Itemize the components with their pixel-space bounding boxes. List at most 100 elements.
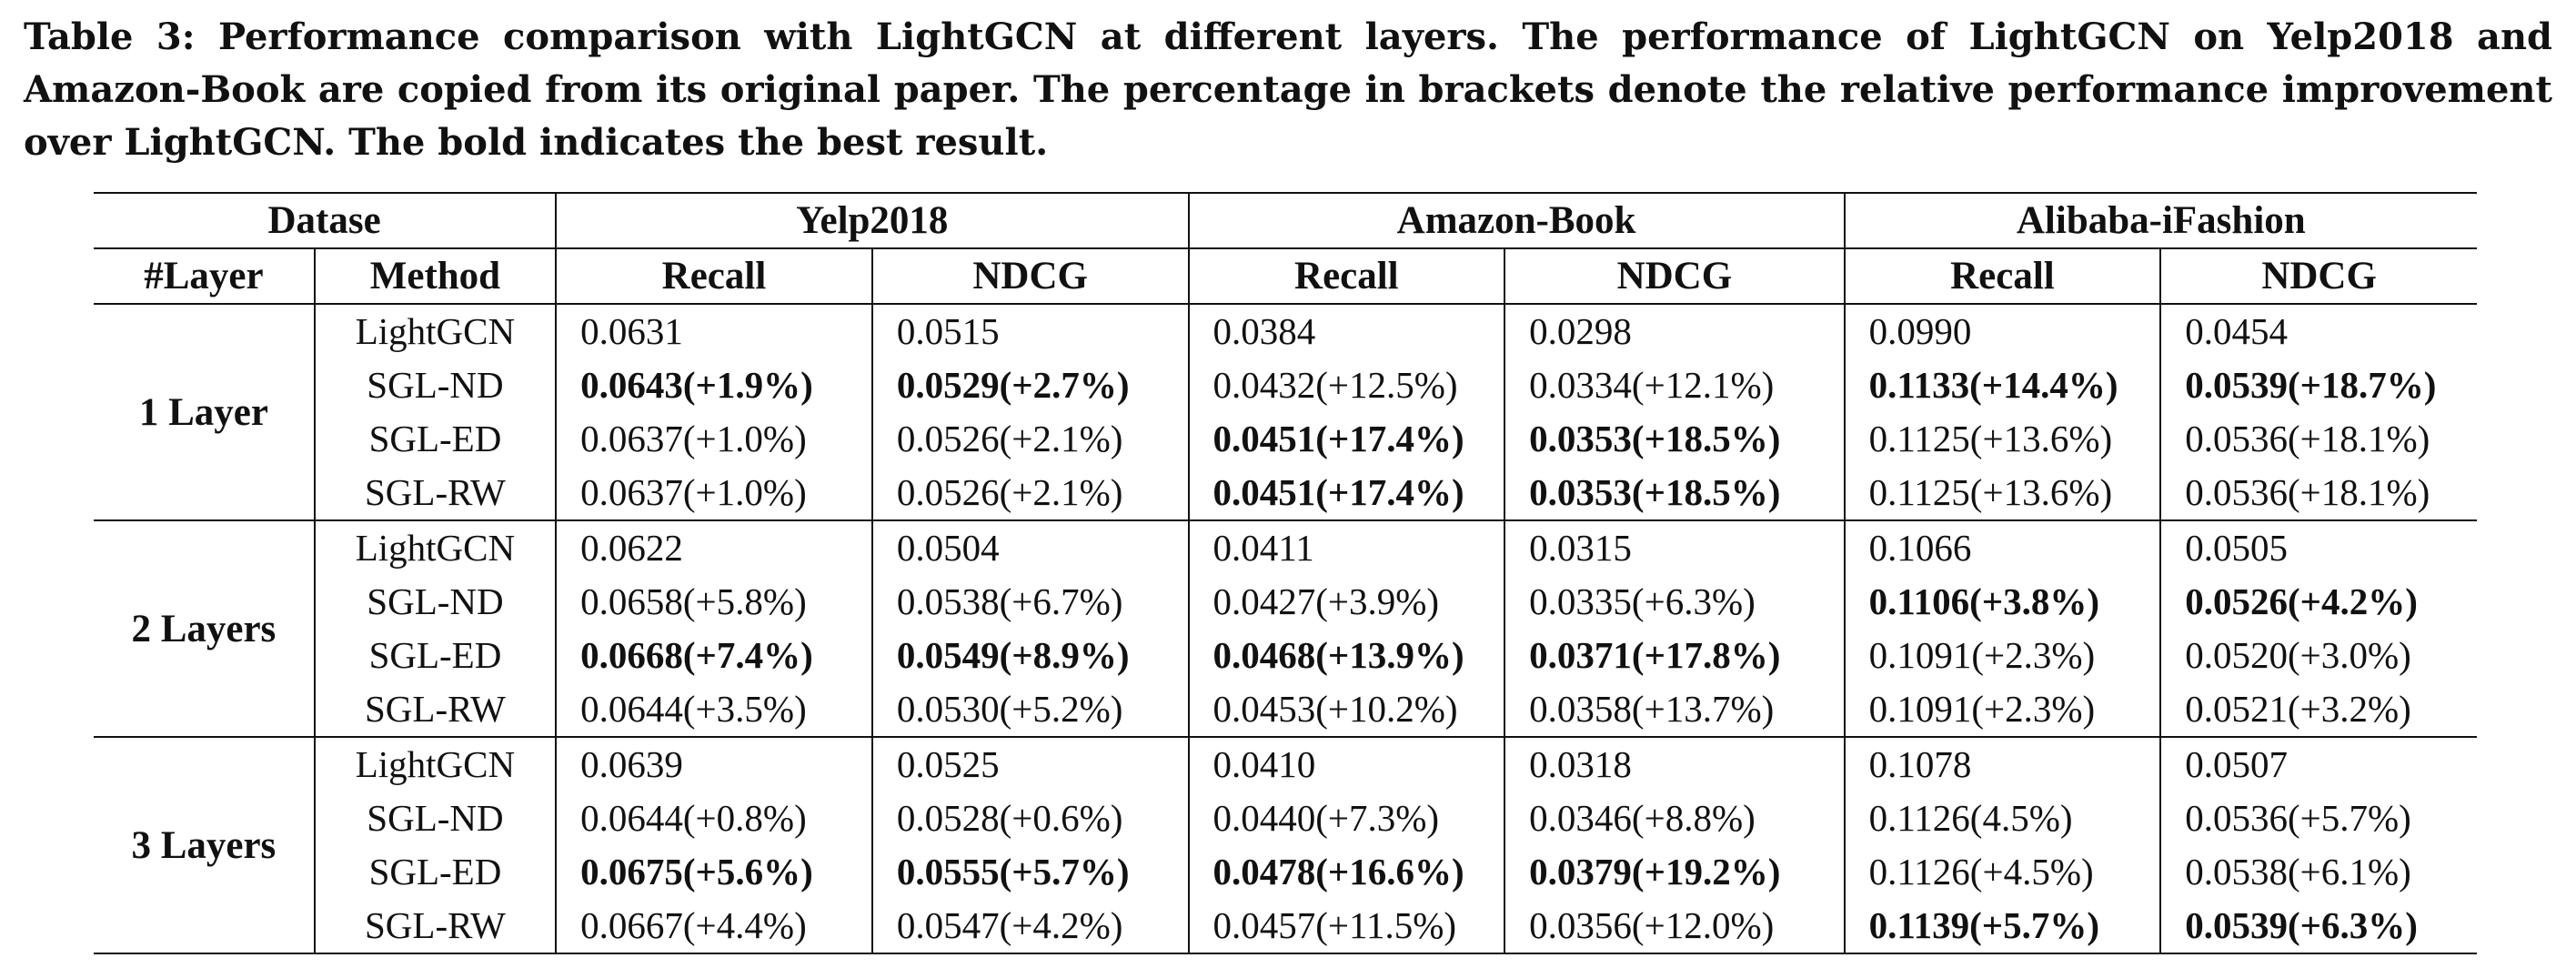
dataset-header-row: Datase Yelp2018 Amazon-Book Alibaba-iFas… xyxy=(94,192,2477,249)
value-cell: 0.0667(+4.4%) xyxy=(556,899,873,954)
value-cell: 0.0658(+5.8%) xyxy=(556,575,873,629)
value-cell: 0.1066 xyxy=(1844,520,2162,575)
value-cell: 0.0356(+12.0%) xyxy=(1504,899,1846,954)
metric-header: Recall xyxy=(1844,248,2162,305)
value-cell: 0.0639 xyxy=(556,737,873,792)
table-row: SGL-RW 0.0637(+1.0%) 0.0526(+2.1%) 0.0451(+… xyxy=(94,466,2477,521)
best-value-cell: 0.0451(+17.4%) xyxy=(1188,466,1506,521)
results-body: 1 Layer LightGCN 0.0631 0.0515 0.0384 0.0298 0… xyxy=(94,304,2477,954)
best-value-cell: 0.0539(+6.3%) xyxy=(2160,899,2477,954)
value-cell: 0.0538(+6.7%) xyxy=(871,575,1190,629)
value-cell: 0.0515 xyxy=(871,304,1190,358)
best-value-cell: 0.0353(+18.5%) xyxy=(1504,412,1846,466)
layer-label: 1 Layer xyxy=(94,304,316,521)
metric-header: NDCG xyxy=(1504,248,1846,305)
best-value-cell: 0.0451(+17.4%) xyxy=(1188,412,1506,466)
value-cell: 0.0644(+3.5%) xyxy=(556,682,873,738)
table-row: SGL-ND 0.0644(+0.8%) 0.0528(+0.6%) 0.0440(+… xyxy=(94,792,2477,845)
method-label: SGL-ED xyxy=(314,845,558,899)
value-cell: 0.0631 xyxy=(556,304,873,358)
dataset-header-label: Datase xyxy=(94,192,558,249)
value-cell: 0.1126(+4.5%) xyxy=(1844,845,2162,899)
value-cell: 0.0525 xyxy=(871,737,1190,792)
metric-header: Recall xyxy=(556,248,873,305)
value-cell: 0.0536(+18.1%) xyxy=(2185,418,2430,459)
best-value-cell: 0.1139(+5.7%) xyxy=(1844,899,2162,954)
method-label: SGL-ED xyxy=(314,629,558,682)
dataset-header-alibaba-ifashion: Alibaba-iFashion xyxy=(1844,192,2477,249)
value-cell: 0.0457(+11.5%) xyxy=(1188,899,1506,954)
method-label: SGL-RW xyxy=(314,682,558,738)
metric-header: NDCG xyxy=(871,248,1190,305)
table-row: 3 Layers LightGCN 0.0639 0.0525 0.0410 0.0318… xyxy=(94,737,2477,954)
value-cell: 0.0520(+3.0%) xyxy=(2185,634,2411,676)
table-row: 1 Layer LightGCN 0.0631 0.0515 0.0384 0.0298 0… xyxy=(94,304,2477,521)
value-cell: 0.1126(4.5%) xyxy=(1844,792,2162,845)
table-row: SGL-RW 0.0667(+4.4%) 0.0547(+4.2%) 0.0457(+… xyxy=(94,899,2477,954)
best-value-cell: 0.0379(+19.2%) xyxy=(1504,845,1846,899)
method-label: LightGCN xyxy=(314,304,558,358)
best-value-cell: 0.1106(+3.8%) xyxy=(1844,575,2162,629)
best-value-cell: 0.0668(+7.4%) xyxy=(556,629,873,682)
method-label: SGL-RW xyxy=(314,899,558,954)
method-label: SGL-ND xyxy=(314,358,558,412)
value-cell: 0.0315 xyxy=(1504,520,1846,575)
value-cell: 0.0411 xyxy=(1188,520,1506,575)
best-value-cell: 0.0549(+8.9%) xyxy=(871,629,1190,682)
layer-label: 3 Layers xyxy=(94,737,316,954)
value-cell: 0.0528(+0.6%) xyxy=(871,792,1190,845)
value-cell: 0.0521(+3.2%) xyxy=(2160,682,2477,738)
value-cell: 0.0298 xyxy=(1504,304,1846,358)
best-value-cell: 0.0526(+4.2%) xyxy=(2185,580,2418,622)
best-value-cell: 0.0539(+18.7%) xyxy=(2185,364,2437,406)
best-value-cell: 0.0353(+18.5%) xyxy=(1504,466,1846,521)
value-cell: 0.0530(+5.2%) xyxy=(871,682,1190,738)
value-cell: 0.1125(+13.6%) xyxy=(1844,412,2162,466)
value-cell: 0.0432(+12.5%) xyxy=(1188,358,1506,412)
dataset-header-amazon-book: Amazon-Book xyxy=(1188,192,1846,249)
value-cell: 0.0637(+1.0%) xyxy=(556,412,873,466)
best-value-cell: 0.0675(+5.6%) xyxy=(556,845,873,899)
table-row: SGL-RW 0.0644(+3.5%) 0.0530(+5.2%) 0.0453(+… xyxy=(94,682,2477,738)
value-cell: 0.0536(+18.1%) xyxy=(2160,466,2477,521)
method-label: LightGCN xyxy=(314,520,558,575)
metric-header: NDCG xyxy=(2160,248,2477,305)
value-cell: 0.0538(+6.1%) xyxy=(2185,851,2411,892)
best-value-cell: 0.0529(+2.7%) xyxy=(871,358,1190,412)
value-cell: 0.0644(+0.8%) xyxy=(556,792,873,845)
layer-label: 2 Layers xyxy=(94,520,316,738)
value-cell: 0.1091(+2.3%) xyxy=(1844,682,2162,738)
value-cell: 0.0346(+8.8%) xyxy=(1504,792,1846,845)
layer-column-header: #Layer xyxy=(94,248,316,305)
method-label: SGL-ED xyxy=(314,412,558,466)
dataset-header-yelp2018: Yelp2018 xyxy=(556,192,1190,249)
value-cell: 0.0526(+2.1%) xyxy=(871,466,1190,521)
value-cell: 0.0318 xyxy=(1504,737,1846,792)
best-value-cell: 0.0643(+1.9%) xyxy=(556,358,873,412)
metric-header: Recall xyxy=(1188,248,1506,305)
value-cell: 0.0440(+7.3%) xyxy=(1188,792,1506,845)
value-cell: 0.0384 xyxy=(1188,304,1506,358)
value-cell: 0.0453(+10.2%) xyxy=(1188,682,1506,738)
value-cell: 0.0526(+2.1%) xyxy=(871,412,1190,466)
best-value-cell: 0.0371(+17.8%) xyxy=(1504,629,1846,682)
value-cell: 0.1091(+2.3%) xyxy=(1844,629,2162,682)
best-value-cell: 0.0468(+13.9%) xyxy=(1188,629,1506,682)
value-cell: 0.0335(+6.3%) xyxy=(1504,575,1846,629)
table-caption: Table 3: Performance comparison with Lig… xyxy=(24,15,2552,164)
results-table: Datase Yelp2018 Amazon-Book Alibaba-iFas… xyxy=(94,192,2477,954)
method-label: SGL-RW xyxy=(314,466,558,521)
table-row: SGL-ND 0.0643(+1.9%) 0.0529(+2.7%) 0.0432(+… xyxy=(94,358,2477,412)
best-value-cell: 0.0478(+16.6%) xyxy=(1188,845,1506,899)
metric-header-row: #Layer Method Recall NDCG Recall NDCG Re… xyxy=(94,248,2477,305)
value-cell: 0.0622 xyxy=(556,520,873,575)
method-column-header: Method xyxy=(314,248,558,305)
value-cell: 0.0427(+3.9%) xyxy=(1188,575,1506,629)
value-cell: 0.0547(+4.2%) xyxy=(871,899,1190,954)
best-value-cell: 0.1133(+14.4%) xyxy=(1844,358,2162,412)
value-cell: 0.1078 xyxy=(1844,737,2162,792)
value-cell: 0.0410 xyxy=(1188,737,1506,792)
table-row: 2 Layers LightGCN 0.0622 0.0504 0.0411 0.0315… xyxy=(94,520,2477,738)
value-cell: 0.0536(+5.7%) xyxy=(2185,797,2411,839)
method-label: SGL-ND xyxy=(314,792,558,845)
